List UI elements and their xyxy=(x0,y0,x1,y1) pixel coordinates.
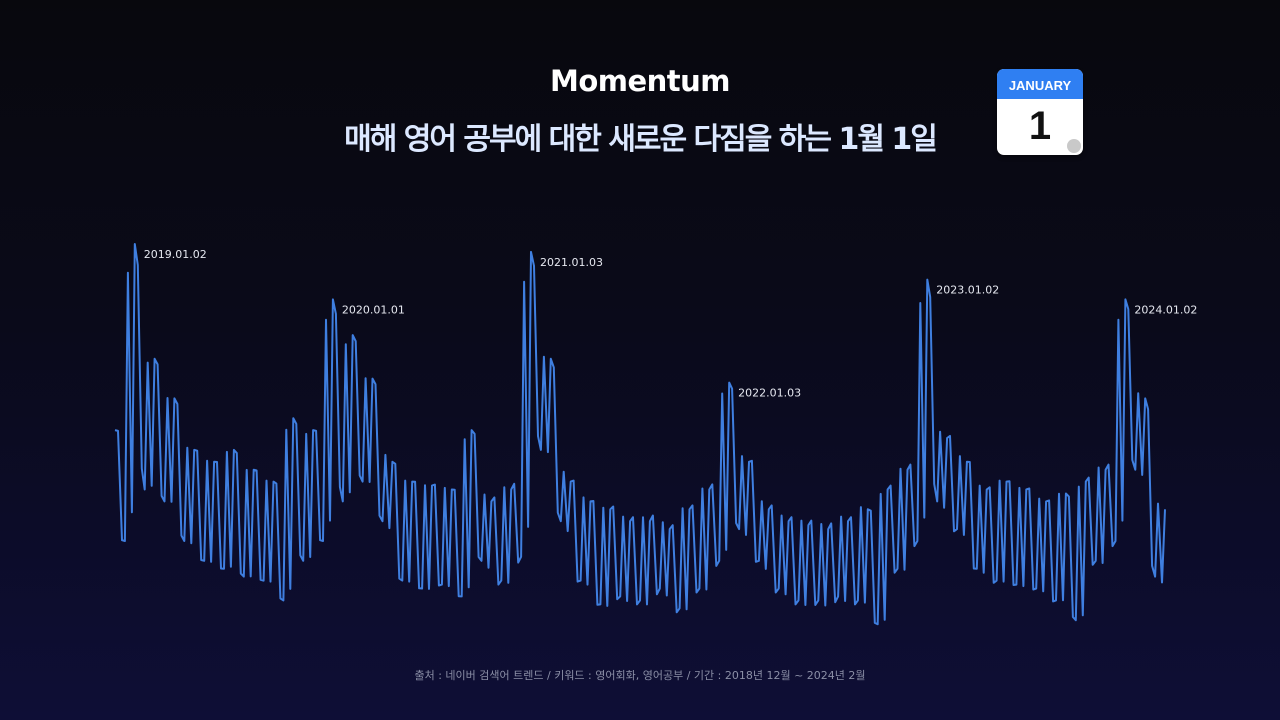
page-curl-icon xyxy=(1067,139,1081,153)
peak-label: 2024.01.02 xyxy=(1134,303,1197,316)
source-note: 출처 : 네이버 검색어 트렌드 / 키워드 : 영어회화, 영어공부 / 기간… xyxy=(414,669,866,682)
peak-label: 2021.01.03 xyxy=(540,256,603,269)
calendar-icon: JANUARY 1 xyxy=(997,69,1083,155)
calendar-month: JANUARY xyxy=(997,69,1083,99)
peak-label: 2019.01.02 xyxy=(144,248,207,261)
peak-label: 2022.01.03 xyxy=(738,387,801,400)
peak-label: 2023.01.02 xyxy=(936,284,999,297)
calendar-day: 1 xyxy=(1028,104,1052,148)
peak-label: 2020.01.01 xyxy=(342,303,405,316)
chart-title: Momentum xyxy=(549,64,731,98)
chart-subtitle: 매해 영어 공부에 대한 새로운 다짐을 하는 1월 1일 xyxy=(344,122,938,157)
series-line xyxy=(114,243,1166,626)
